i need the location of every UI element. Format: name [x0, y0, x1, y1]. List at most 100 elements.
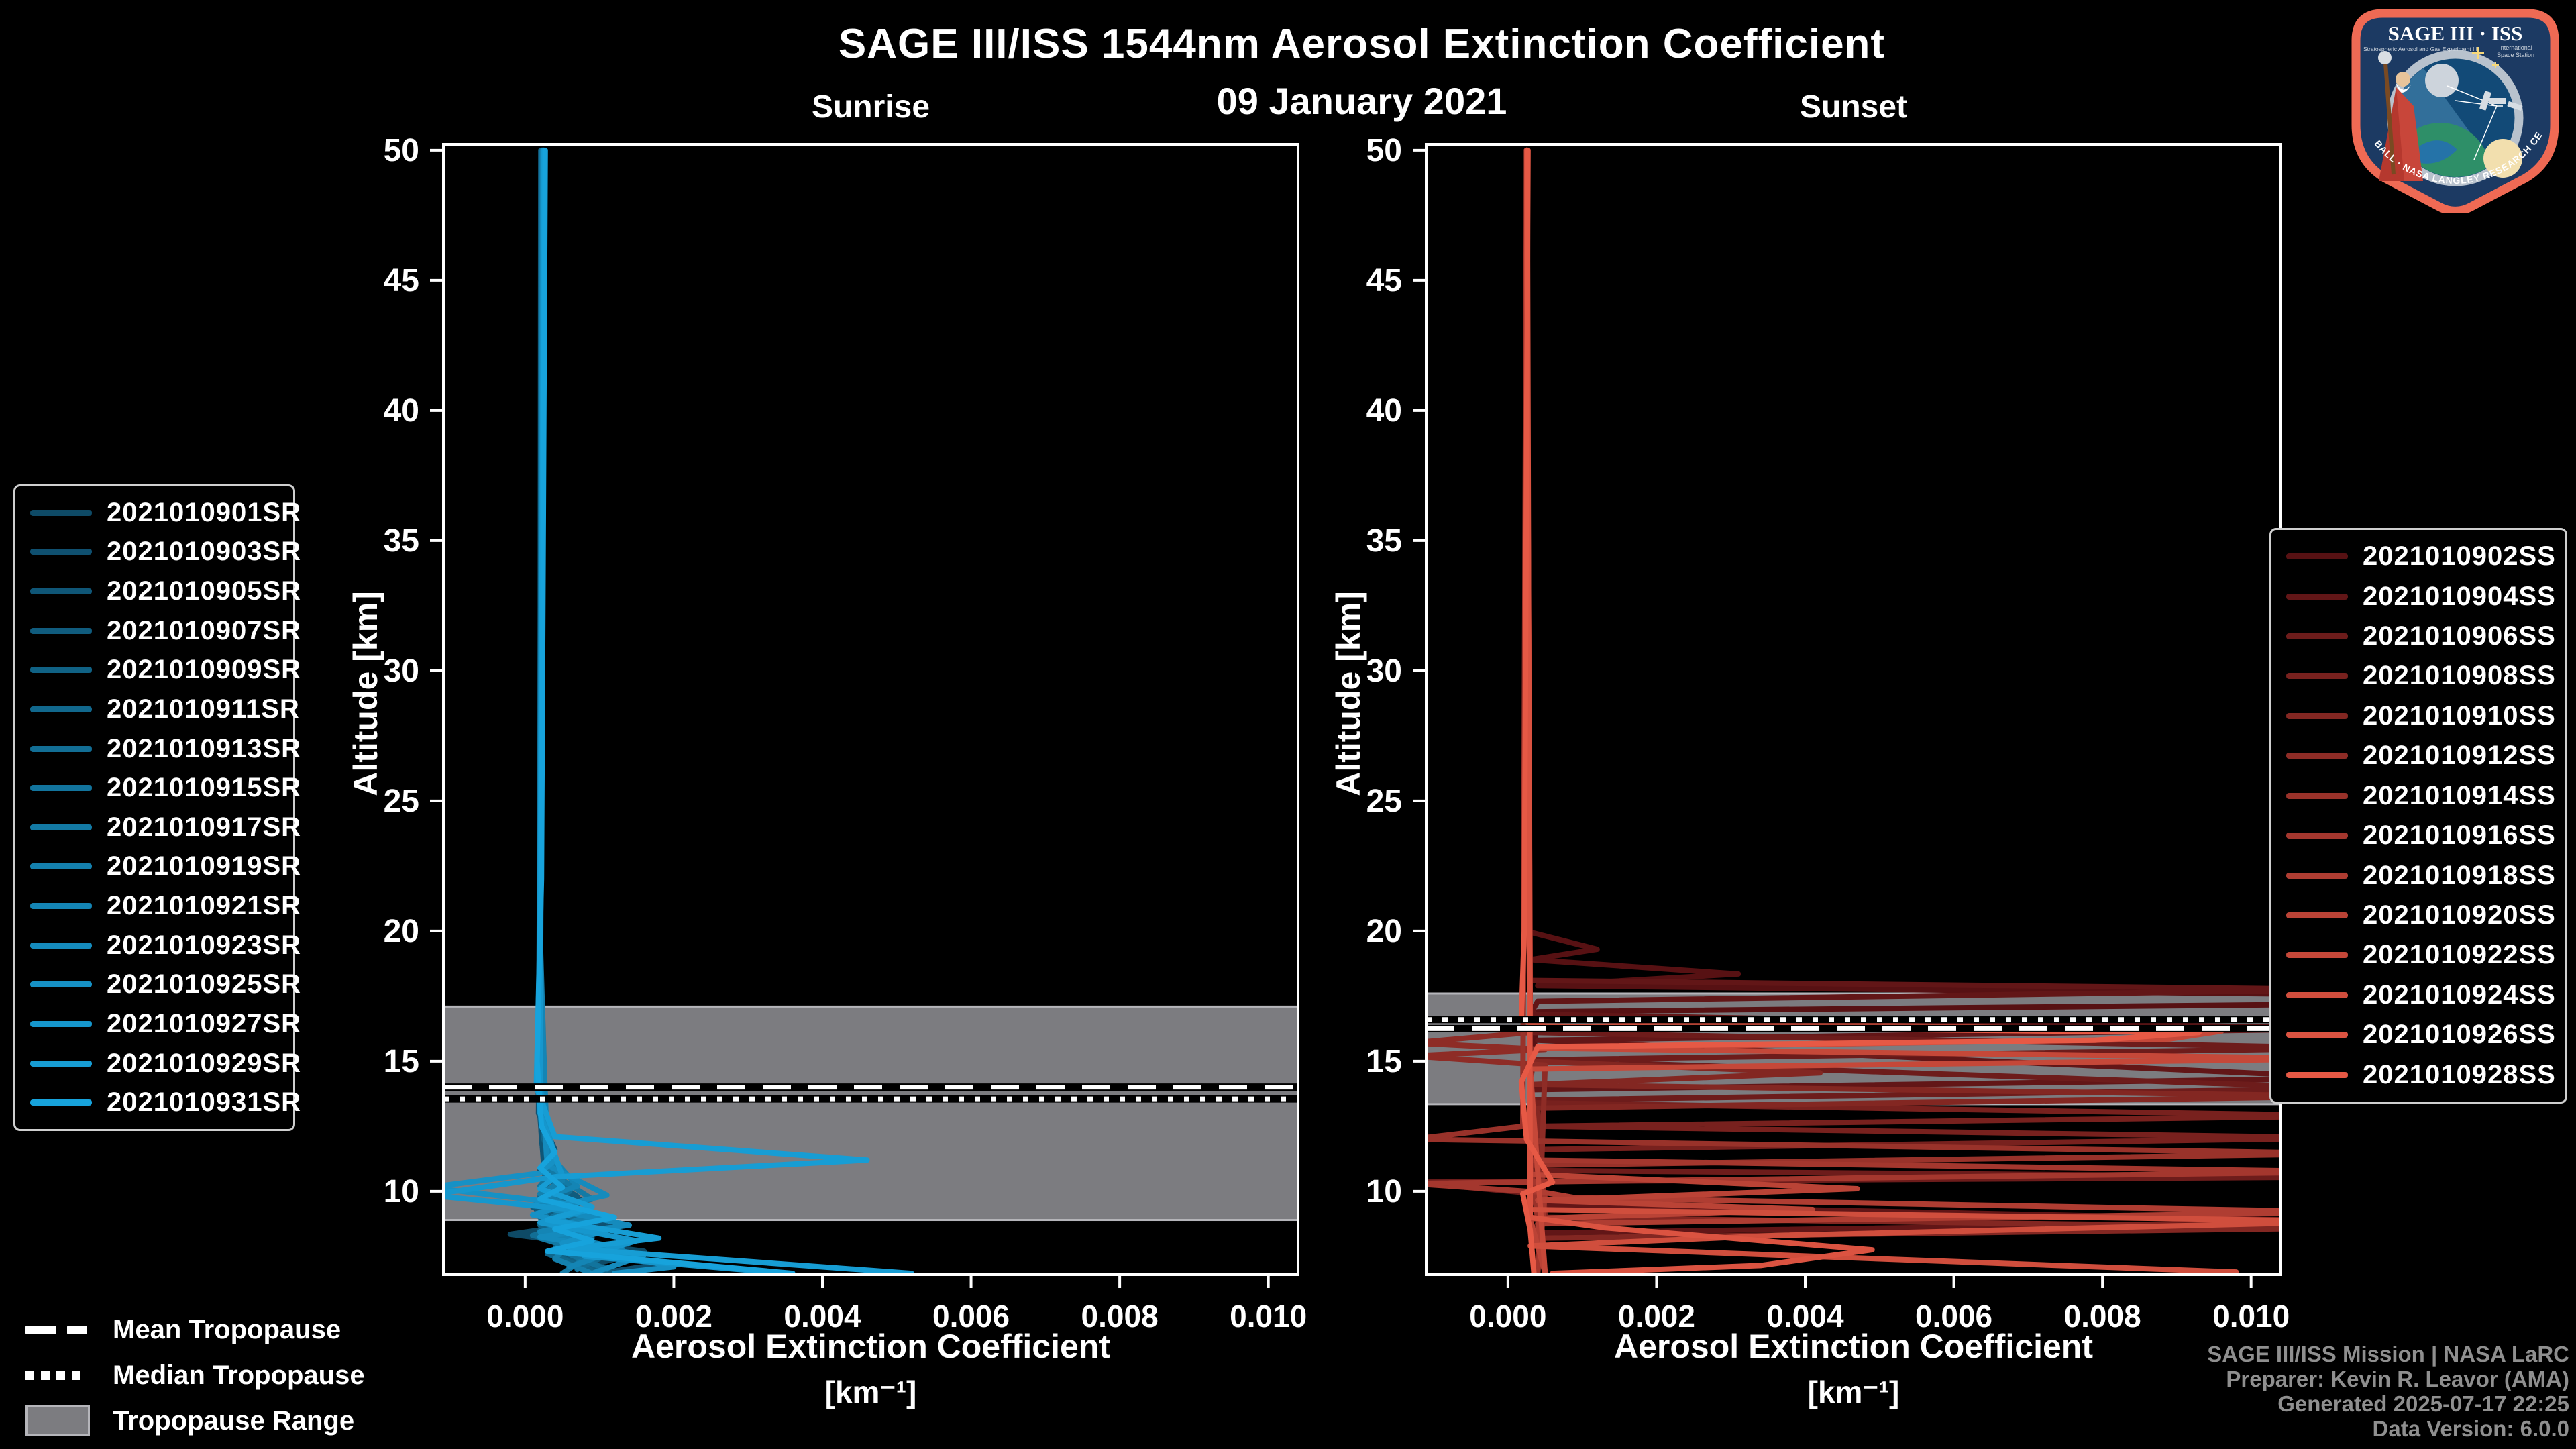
y-tick-label: 30 — [384, 653, 419, 689]
event-label: 2021010925SR — [107, 969, 302, 1000]
y-tick-label: 15 — [384, 1044, 419, 1079]
event-label: 2021010910SS — [2363, 700, 2556, 731]
plot-frame — [442, 143, 1299, 1276]
profile-lines — [443, 147, 914, 1275]
legend-sunrise-row: 2021010915SR — [30, 773, 301, 803]
attribution-data-version: Data Version: 6.0.0 — [2372, 1416, 2569, 1441]
legend-sunset-row: 2021010924SS — [2286, 980, 2565, 1010]
event-label: 2021010915SR — [107, 773, 302, 803]
x-tick-label: 0.002 — [1618, 1299, 1695, 1334]
attribution-generated: Generated 2025-07-17 22:25 — [2277, 1391, 2569, 1416]
y-tick-label: 30 — [1366, 653, 1402, 689]
event-label: 2021010911SR — [107, 694, 300, 724]
y-tick-label: 35 — [384, 523, 419, 559]
moon — [2425, 64, 2459, 97]
legend-sunset-row: 2021010906SS — [2286, 621, 2565, 651]
legend-sunset-row: 2021010914SS — [2286, 781, 2565, 811]
dotted-line-swatch-icon — [25, 1371, 95, 1380]
y-tick-label: 20 — [384, 914, 419, 949]
iss-icon — [2479, 91, 2523, 111]
legend-sunrise-row: 2021010921SR — [30, 891, 301, 921]
event-line-swatch-icon — [2286, 912, 2348, 918]
tropopause-legend: Mean Tropopause Median Tropopause Tropop… — [25, 1307, 535, 1444]
attribution-preparer: Preparer: Kevin R. Leavor (AMA) — [2226, 1366, 2569, 1391]
sage-figure — [2378, 51, 2423, 181]
event-label: 2021010931SR — [107, 1087, 302, 1118]
x-tick-label: 0.008 — [1081, 1299, 1159, 1334]
event-label: 2021010903SR — [107, 537, 302, 567]
event-line-swatch-icon — [2286, 673, 2348, 680]
event-label: 2021010921SR — [107, 891, 302, 921]
event-label: 2021010927SR — [107, 1008, 302, 1038]
legend-sunrise-row: 2021010929SR — [30, 1049, 301, 1079]
x-axis-unit-sunrise: [km⁻¹] — [824, 1375, 917, 1409]
event-line-swatch-icon — [30, 588, 92, 595]
profile-lines — [1426, 147, 2281, 1275]
x-tick-label: 0.006 — [1915, 1299, 1992, 1334]
legend-sunset-row: 2021010908SS — [2286, 661, 2565, 691]
event-label: 2021010924SS — [2363, 979, 2556, 1010]
legend-sunset-row: 2021010918SS — [2286, 861, 2565, 891]
event-line-swatch-icon — [2286, 553, 2348, 560]
legend-sunrise-row: 2021010905SR — [30, 576, 301, 606]
star-icon — [2472, 47, 2499, 68]
event-label: 2021010901SR — [107, 497, 302, 527]
legend-row-mean-tropopause: Mean Tropopause — [25, 1307, 535, 1352]
date-subtitle: 09 January 2021 — [1216, 80, 1507, 122]
event-label: 2021010922SS — [2363, 940, 2556, 970]
event-line-swatch-icon — [30, 785, 92, 792]
event-line-swatch-icon — [30, 706, 92, 712]
dashed-line-swatch-icon — [25, 1325, 95, 1334]
event-label: 2021010908SS — [2363, 661, 2556, 691]
y-tick-label: 20 — [1366, 914, 1402, 949]
y-tick-label: 10 — [1366, 1174, 1402, 1210]
earth-ocean — [2419, 140, 2457, 164]
sage-iii-iss-mission-patch-logo: SAGE III · ISS Stratospheric Aerosol and… — [2340, 5, 2559, 213]
legend-sunset-row: 2021010928SS — [2286, 1060, 2565, 1090]
event-label: 2021010905SR — [107, 576, 302, 606]
y-tick-label: 40 — [1366, 393, 1402, 429]
event-line-swatch-icon — [30, 863, 92, 870]
y-tick-label: 15 — [1366, 1044, 1402, 1079]
event-line-swatch-icon — [2286, 712, 2348, 719]
legend-sunrise-events: 2021010901SR 2021010903SR 2021010905SR 2021… — [13, 484, 301, 1131]
y-tick-label: 50 — [384, 133, 419, 168]
legend-sunrise-row: 2021010901SR — [30, 498, 301, 528]
legend-sunrise-row: 2021010923SR — [30, 930, 301, 961]
attribution-block: SAGE III/ISS Mission | NASA LaRC Prepare… — [2207, 1342, 2569, 1441]
event-line-swatch-icon — [30, 1099, 92, 1106]
patch-subtitle-left: Stratospheric Aerosol and Gas Experiment… — [2363, 46, 2477, 52]
x-tick-label: 0.000 — [486, 1299, 564, 1334]
event-line-swatch-icon — [2286, 593, 2348, 600]
profile-line — [1524, 147, 1875, 1275]
y-tick-label: 10 — [384, 1174, 419, 1210]
legend-sunrise-row: 2021010919SR — [30, 851, 301, 881]
y-tick-label: 45 — [384, 263, 419, 299]
event-label: 2021010919SR — [107, 851, 302, 881]
event-label: 2021010923SR — [107, 930, 302, 960]
event-label: 2021010929SR — [107, 1048, 302, 1078]
sight-lines — [2447, 85, 2503, 160]
x-tick-label: 0.000 — [1469, 1299, 1546, 1334]
event-line-swatch-icon — [30, 509, 92, 516]
legend-sunrise-row: 2021010903SR — [30, 537, 301, 567]
event-label: 2021010914SS — [2363, 780, 2556, 810]
legend-row-median-tropopause: Median Tropopause — [25, 1352, 535, 1398]
tropopause-range-label: Tropopause Range — [113, 1405, 355, 1436]
event-line-swatch-icon — [30, 903, 92, 910]
event-label: 2021010916SS — [2363, 820, 2556, 851]
y-tick-label: 25 — [384, 784, 419, 819]
event-label: 2021010909SR — [107, 655, 302, 685]
event-label: 2021010928SS — [2363, 1059, 2556, 1089]
median-tropopause-label: Median Tropopause — [113, 1360, 365, 1390]
legend-sunset-row: 2021010922SS — [2286, 940, 2565, 970]
panel-title-sunset: Sunset — [1799, 89, 1908, 125]
event-label: 2021010913SR — [107, 733, 302, 763]
x-tick-label: 0.008 — [2064, 1299, 2141, 1334]
x-tick-label: 0.004 — [1766, 1299, 1844, 1334]
event-label: 2021010906SS — [2363, 621, 2556, 651]
event-label: 2021010918SS — [2363, 860, 2556, 890]
event-line-swatch-icon — [2286, 633, 2348, 640]
legend-sunrise-row: 2021010911SR — [30, 694, 299, 724]
event-line-swatch-icon — [30, 667, 92, 674]
